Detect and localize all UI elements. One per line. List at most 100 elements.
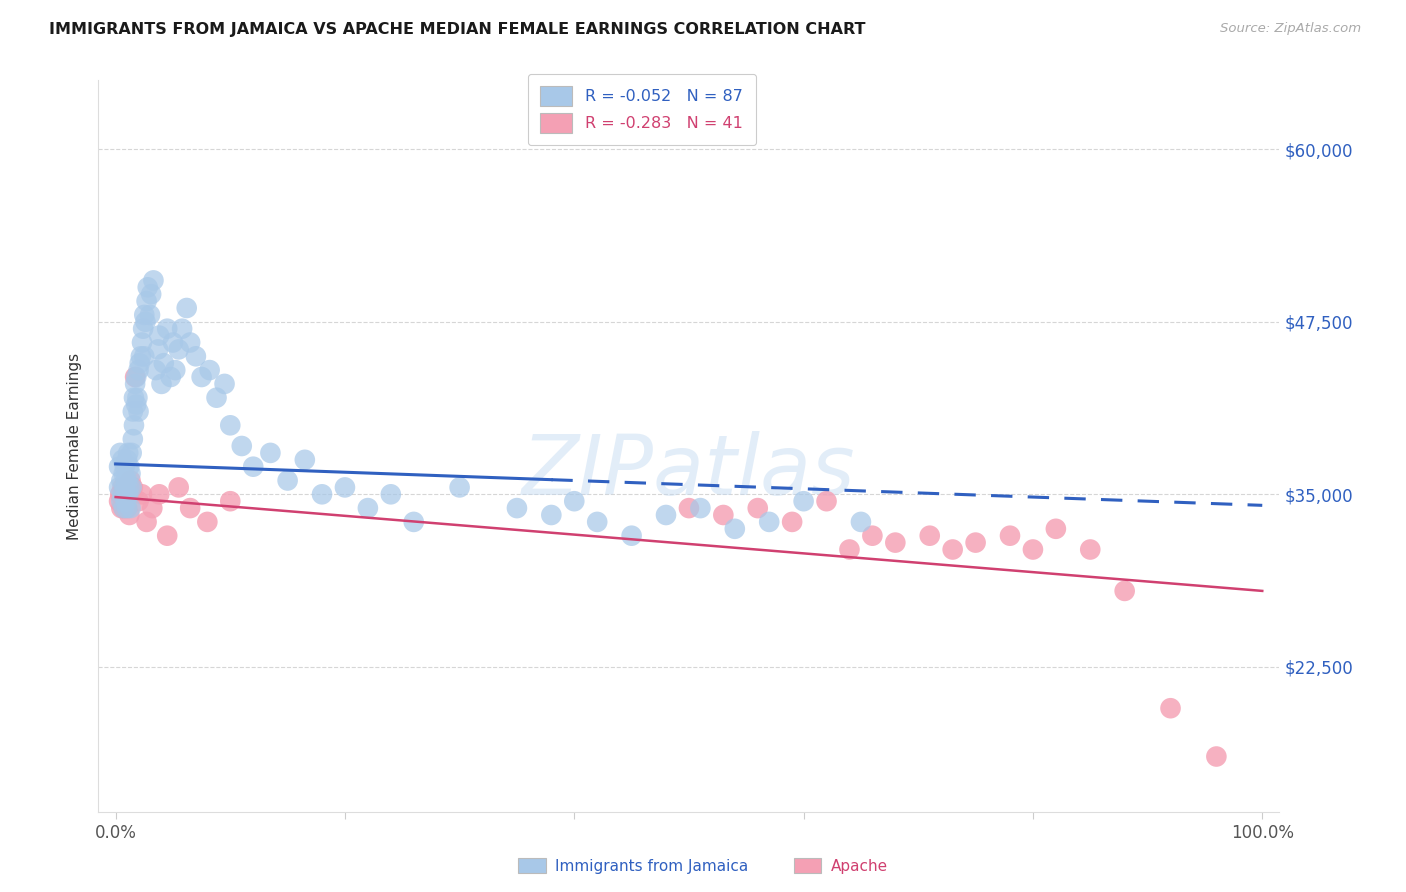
Point (111, 452, 134, 467)
Point (884, 535, 907, 549)
Point (122, 418, 145, 433)
Point (108, 459, 131, 474)
Point (540, 508, 562, 522)
Point (110, 474, 132, 488)
Point (1160, 701, 1182, 715)
Point (121, 404, 143, 418)
Point (190, 370, 212, 384)
Point (121, 446, 143, 460)
Point (125, 370, 148, 384)
Point (111, 480, 134, 494)
Point (145, 363, 167, 377)
Text: Source: ZipAtlas.com: Source: ZipAtlas.com (1220, 22, 1361, 36)
Point (655, 508, 678, 522)
Point (121, 480, 143, 494)
Point (162, 335, 184, 350)
Point (112, 467, 135, 481)
Point (860, 529, 883, 543)
Point (156, 321, 179, 335)
Point (724, 522, 747, 536)
Point (849, 515, 872, 529)
Point (167, 480, 190, 494)
Point (184, 349, 207, 363)
Point (198, 363, 221, 377)
Point (176, 301, 198, 315)
Point (148, 487, 170, 501)
Point (793, 494, 815, 508)
Point (620, 529, 643, 543)
Point (108, 446, 131, 460)
Point (114, 487, 136, 501)
Point (1078, 542, 1101, 557)
Point (1045, 522, 1067, 536)
Point (120, 467, 142, 481)
Point (159, 370, 181, 384)
Point (115, 494, 138, 508)
Point (380, 487, 402, 501)
Point (136, 280, 159, 294)
Point (139, 308, 162, 322)
Point (150, 376, 173, 391)
Point (115, 501, 138, 516)
Point (108, 487, 131, 501)
Point (219, 494, 242, 508)
Point (115, 501, 138, 516)
Point (129, 349, 152, 363)
Point (678, 501, 700, 516)
Point (117, 487, 139, 501)
Point (586, 515, 609, 529)
Point (131, 335, 153, 350)
Point (148, 328, 170, 343)
Point (110, 494, 132, 508)
Point (259, 446, 281, 460)
Point (195, 515, 218, 529)
Point (506, 501, 529, 516)
Point (205, 391, 228, 405)
Point (179, 335, 201, 350)
Point (780, 515, 803, 529)
Point (135, 515, 157, 529)
Point (118, 508, 141, 522)
Point (120, 474, 142, 488)
Point (141, 501, 163, 516)
Point (165, 363, 187, 377)
Point (134, 308, 156, 322)
Point (128, 363, 150, 377)
Point (115, 474, 138, 488)
Point (131, 487, 153, 501)
Point (117, 487, 139, 501)
Point (128, 404, 150, 418)
Point (112, 501, 135, 516)
Point (108, 494, 131, 508)
Point (114, 459, 136, 474)
Point (128, 356, 150, 370)
Point (311, 487, 333, 501)
Point (214, 376, 236, 391)
Point (333, 480, 356, 494)
Point (134, 315, 156, 329)
Point (146, 343, 169, 357)
Point (562, 494, 585, 508)
Point (115, 494, 138, 508)
Point (132, 321, 155, 335)
Point (711, 508, 734, 522)
Point (108, 480, 131, 494)
Point (1022, 542, 1045, 557)
Point (124, 376, 146, 391)
Point (135, 294, 157, 309)
Text: IMMIGRANTS FROM JAMAICA VS APACHE MEDIAN FEMALE EARNINGS CORRELATION CHART: IMMIGRANTS FROM JAMAICA VS APACHE MEDIAN… (49, 22, 866, 37)
Point (231, 439, 253, 453)
Point (115, 452, 138, 467)
Point (172, 321, 194, 335)
Point (125, 398, 148, 412)
Point (114, 480, 136, 494)
Point (122, 391, 145, 405)
Point (219, 418, 242, 433)
Point (294, 452, 316, 467)
Point (965, 535, 987, 549)
Point (277, 474, 299, 488)
Point (758, 515, 780, 529)
Point (127, 391, 149, 405)
Text: ZIPatlas: ZIPatlas (522, 431, 856, 512)
Point (120, 501, 142, 516)
